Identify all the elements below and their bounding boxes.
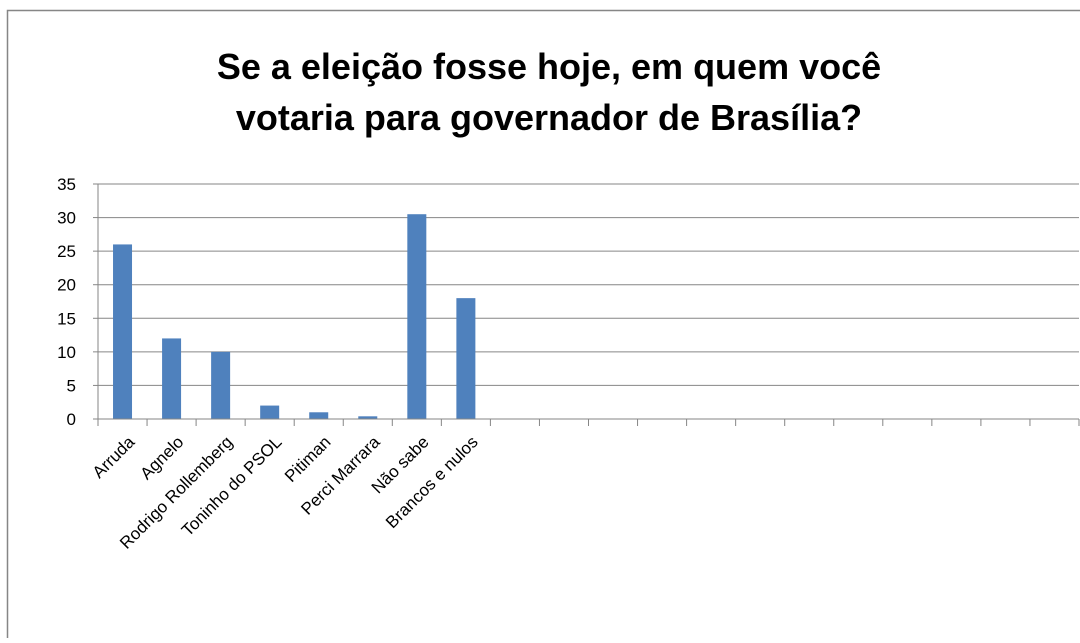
y-tick-label: 25 <box>57 242 76 261</box>
y-tick-label: 20 <box>57 276 76 295</box>
bar <box>162 338 181 419</box>
y-tick-label: 5 <box>67 376 76 395</box>
bar <box>113 244 132 419</box>
bar <box>456 298 475 419</box>
y-tick-label: 35 <box>57 175 76 194</box>
bar <box>260 406 279 419</box>
chart-title-line-2: votaria para governador de Brasília? <box>236 97 862 138</box>
y-tick-label: 0 <box>67 410 76 429</box>
bar <box>211 352 230 419</box>
bar <box>407 214 426 419</box>
y-tick-label: 30 <box>57 209 76 228</box>
bar <box>309 412 328 419</box>
y-tick-label: 10 <box>57 343 76 362</box>
chart-title-line-1: Se a eleição fosse hoje, em quem você <box>217 46 881 87</box>
y-tick-label: 15 <box>57 309 76 328</box>
